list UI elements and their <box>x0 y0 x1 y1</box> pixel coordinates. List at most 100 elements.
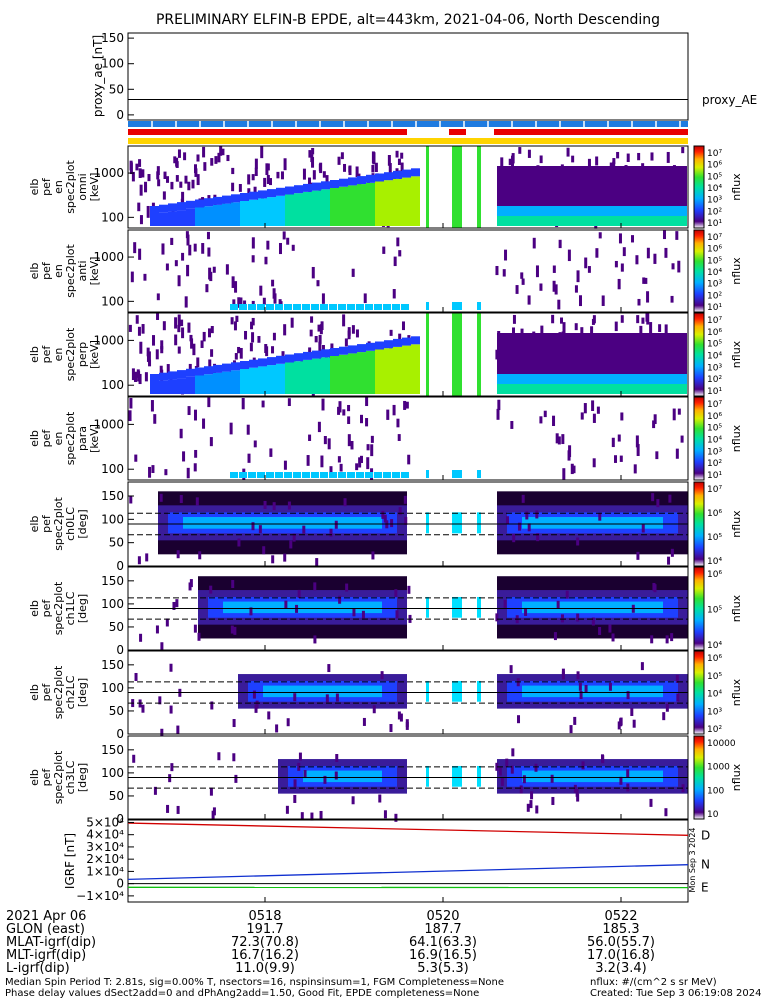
pef_en_omni-cell <box>302 168 306 180</box>
pef_ch3LC-cell <box>153 786 157 795</box>
pef_en_omni-cell <box>231 182 235 192</box>
pef_en_anti-cell <box>587 266 591 273</box>
pef_en_para-cell <box>193 463 197 472</box>
pef_en_perp-cell <box>590 326 594 334</box>
pef_en_omni-panel <box>127 145 705 229</box>
pef_ch1LC-cell <box>407 585 411 594</box>
pef_ch1LC-cell <box>652 582 656 591</box>
pef_en_omni-cell <box>637 152 641 161</box>
pef_en_omni-band-edge <box>159 204 168 213</box>
pef_ch2LC-cell <box>561 668 565 677</box>
pef_ch2LC-colorbar-tick: 10³ <box>707 707 722 717</box>
pef_en_omni-cell <box>340 152 344 160</box>
pef_ch2LC-cell <box>380 671 384 680</box>
pef_en_para-cell <box>510 420 514 429</box>
pef_en_perp-band-edge <box>177 370 186 379</box>
pef_en_para-cell <box>392 404 396 416</box>
pef_ch1LC-cell <box>361 610 365 619</box>
pef_ch2LC-tick-label: 150 <box>101 658 124 672</box>
igrf-tick-label: 2×10⁴ <box>86 852 124 866</box>
pef_en_omni-cell <box>500 157 504 167</box>
pef_ch1LC-gap-stripe <box>477 596 481 618</box>
pef_en_omni-band-edge <box>321 181 330 190</box>
pef_ch3LC-cell <box>575 788 579 797</box>
pef_en_para-cell <box>202 418 206 429</box>
pef_ch1LC-cell <box>209 585 213 594</box>
pef_ch0LC-cell <box>371 551 375 560</box>
pef_ch0LC-colorbar-tick: 10⁴ <box>707 557 722 567</box>
pef_ch3LC-frame <box>127 735 689 820</box>
pef_ch2LC-frame <box>127 650 689 735</box>
pef_en_anti-cell <box>186 264 190 277</box>
pef_ch3LC-cell <box>573 784 577 793</box>
pef_en_perp-band-edge <box>276 355 285 364</box>
pef_en_perp-cell <box>319 324 323 335</box>
pef_ch1LC-colorbar <box>693 566 705 651</box>
pef_en_perp-cell <box>318 334 322 344</box>
pef_ch0LC-colorbar-tick: 10⁵ <box>707 533 722 543</box>
pef_en_omni-band-edge <box>195 199 204 208</box>
pef_en_para-cell <box>370 435 374 443</box>
pef_ch2LC-tick-label: 0 <box>116 727 124 741</box>
pef_en_para-cell <box>366 444 370 451</box>
pef_en_omni-ylabel-line: en <box>52 180 65 194</box>
pef_en_perp-panel <box>127 312 705 398</box>
pef_ch0LC-tick-label: 100 <box>101 512 124 526</box>
pef_en_anti-cell <box>282 231 286 240</box>
pef_ch2LC-block-inner <box>263 685 382 698</box>
pef_ch1LC-block-inner <box>522 601 663 614</box>
pef_en_perp-cell <box>344 338 348 347</box>
pef_ch1LC-cell <box>670 633 674 642</box>
pef_ch0LC-cell <box>251 522 255 531</box>
pef_en_anti-cell <box>177 275 181 287</box>
pef_ch1LC-cell <box>576 613 580 622</box>
pef_ch0LC-cell <box>129 495 133 504</box>
pef_ch2LC-cell <box>608 682 612 691</box>
pef_en_para-cell <box>246 424 250 435</box>
pef_en_anti-cell <box>527 295 531 305</box>
pef_ch3LC-cell <box>293 794 297 803</box>
pef_en_anti-gap-stripe <box>452 302 462 310</box>
pef_ch1LC-cell <box>313 635 317 644</box>
pef_en_anti-cell <box>504 249 508 261</box>
pef_ch0LC-panel <box>127 481 705 567</box>
pef_en_perp-colorbar-tick: 10² <box>707 375 722 385</box>
proxy-ae-tick-label: 100 <box>101 57 124 71</box>
pef_en_para-cell <box>672 408 676 421</box>
pef_ch0LC-cell <box>667 556 671 565</box>
pef_en_perp-ylabel-line: spec2plot <box>64 327 77 381</box>
pef_en_perp-cell <box>180 319 184 327</box>
pef_en_anti-cell <box>206 231 210 240</box>
pef_en_anti-cell <box>578 295 582 307</box>
pef_en_omni-cell <box>196 154 200 162</box>
pef_en_para-band <box>374 472 382 478</box>
pef_en_para-cell <box>306 455 310 466</box>
pef_ch3LC-cell <box>319 810 323 819</box>
pef_ch2LC-cell <box>579 691 583 700</box>
pef_en_omni-cell <box>253 186 257 197</box>
pef_en_para-cell <box>405 401 409 409</box>
pef_ch0LC-cell <box>237 538 241 547</box>
pef_ch3LC-cell <box>300 812 304 821</box>
pef_ch1LC-cell <box>553 632 557 641</box>
pef_en_para-cell <box>365 397 369 407</box>
pef_ch1LC-cell <box>495 613 499 622</box>
pef_ch0LC-cell <box>292 533 296 542</box>
pef_en_omni-band <box>393 178 402 226</box>
pef_ch1LC-panel <box>127 566 705 651</box>
pef_en_anti-cell <box>567 249 571 262</box>
pef_ch0LC-cell <box>403 495 407 504</box>
pef_ch1LC-tick-label: 100 <box>101 597 124 611</box>
pef_en_perp-band-edge <box>213 364 222 373</box>
pef_ch2LC-cell <box>630 707 634 716</box>
pef_en_omni-colorbar-label: nflux <box>730 173 743 201</box>
pef_ch3LC-cell <box>297 762 301 771</box>
pef_en_perp-cell <box>664 324 668 334</box>
pef_en_omni-cell <box>616 151 620 159</box>
pef_ch0LC-cell <box>195 497 199 506</box>
pef_en_omni-cell <box>221 148 225 156</box>
pef_ch1LC-cell <box>560 614 564 623</box>
pef_ch1LC-cell <box>591 617 595 626</box>
pef_en_para-cell <box>497 399 501 411</box>
pef_en_anti-cell <box>653 253 657 264</box>
